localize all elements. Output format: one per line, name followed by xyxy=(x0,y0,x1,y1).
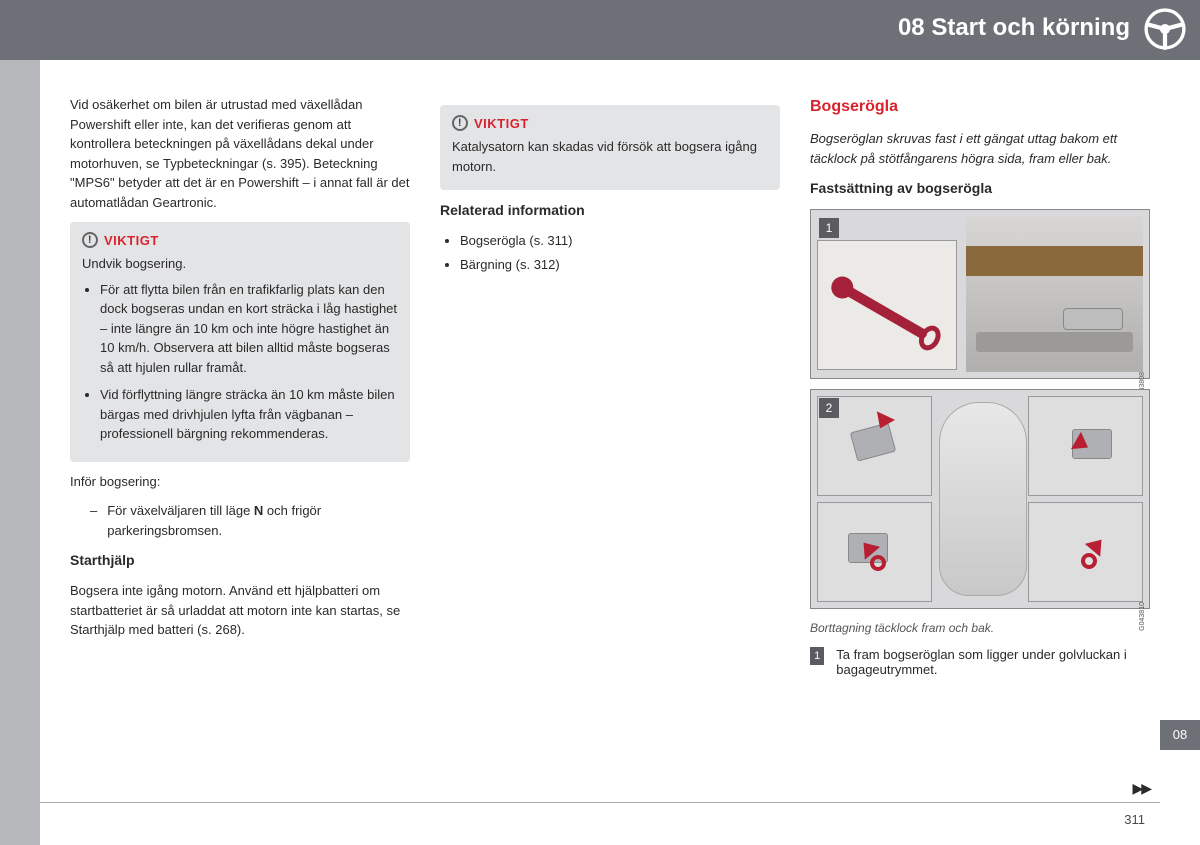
related-info-heading: Relaterad information xyxy=(440,200,780,221)
figure-2-code: G043810 xyxy=(1139,602,1146,631)
step-1-number: 1 xyxy=(810,647,824,665)
figure-1: 1 G043808 xyxy=(810,209,1150,379)
page-number: 311 xyxy=(1124,812,1145,827)
starthjalp-heading: Starthjälp xyxy=(70,550,410,571)
tow-eye-tip xyxy=(827,272,857,302)
important-box-1: ! VIKTIGT Undvik bogsering. För att flyt… xyxy=(70,222,410,462)
rear-bumper xyxy=(976,332,1133,352)
important-box-2: ! VIKTIGT Katalysatorn kan skadas vid fö… xyxy=(440,105,780,190)
tow-step-1: För växelväljaren till läge N och frigör… xyxy=(90,501,410,540)
step-1-text: Ta fram bogseröglan som ligger under gol… xyxy=(836,647,1150,677)
fig2-panel-tr xyxy=(1028,396,1143,496)
related-item-1: Bogserögla (s. 311) xyxy=(460,231,780,251)
figure-1-number: 1 xyxy=(819,218,839,238)
intro-paragraph: Vid osäkerhet om bilen är utrustad med v… xyxy=(70,95,410,212)
chapter-tab: 08 xyxy=(1160,720,1200,750)
warning-icon: ! xyxy=(452,115,468,131)
important-list: För att flytta bilen från en trafikfarli… xyxy=(100,280,398,444)
fig2-panel-bl xyxy=(817,502,932,602)
parcel-shelf xyxy=(966,246,1143,276)
important-item-1: För att flytta bilen från en trafikfarli… xyxy=(100,280,398,378)
fig2-panel-br xyxy=(1028,502,1143,602)
figure-1-inset xyxy=(817,240,957,370)
important-header-2: ! VIKTIGT xyxy=(452,115,768,131)
important-item-2: Vid förflyttning längre sträcka än 10 km… xyxy=(100,385,398,444)
tow-eye-ring xyxy=(915,322,945,355)
important-body-2: Katalysatorn kan skadas vid försök att b… xyxy=(452,137,768,176)
left-margin-bar xyxy=(0,0,40,845)
figure-1-trunk xyxy=(966,216,1143,372)
tow-eye-icon xyxy=(1081,553,1097,569)
related-item-2: Bärgning (s. 312) xyxy=(460,255,780,275)
chapter-header: 08 Start och körning xyxy=(0,0,1200,60)
figure-caption: Borttagning täcklock fram och bak. xyxy=(810,619,1150,637)
steering-wheel-icon xyxy=(1144,8,1186,53)
page: 08 Start och körning Vid osäkerhet om bi… xyxy=(0,0,1200,845)
important-lead: Undvik bogsering. xyxy=(82,254,398,274)
tow-eye-rod xyxy=(837,282,929,341)
content-columns: Vid osäkerhet om bilen är utrustad med v… xyxy=(70,95,1150,683)
warning-icon: ! xyxy=(82,232,98,248)
column-1: Vid osäkerhet om bilen är utrustad med v… xyxy=(70,95,410,683)
section-title: Bogserögla xyxy=(810,95,1150,119)
column-2: ! VIKTIGT Katalysatorn kan skadas vid fö… xyxy=(440,95,780,683)
fastening-heading: Fastsättning av bogserögla xyxy=(810,178,1150,199)
figure-2: 2 G043810 xyxy=(810,389,1150,609)
section-lead: Bogseröglan skruvas fast i ett gängat ut… xyxy=(810,129,1150,168)
related-info-list: Bogserögla (s. 311) Bärgning (s. 312) xyxy=(460,231,780,274)
column-3: Bogserögla Bogseröglan skruvas fast i et… xyxy=(810,95,1150,683)
tool-kit xyxy=(1063,308,1123,330)
step-1-row: 1 Ta fram bogseröglan som ligger under g… xyxy=(810,647,1150,677)
pre-tow-label: Inför bogsering: xyxy=(70,472,410,492)
car-top-view xyxy=(939,402,1027,596)
continue-arrow-icon: ▶▶ xyxy=(1132,780,1150,797)
important-header: ! VIKTIGT xyxy=(82,232,398,248)
chapter-title: 08 Start och körning xyxy=(898,14,1130,42)
footer-divider xyxy=(40,802,1160,803)
figure-2-number: 2 xyxy=(819,398,839,418)
important-label-2: VIKTIGT xyxy=(474,116,529,131)
tow-eye-icon xyxy=(870,555,886,571)
tow-steps: För växelväljaren till läge N och frigör… xyxy=(90,501,410,540)
starthjalp-body: Bogsera inte igång motorn. Använd ett hj… xyxy=(70,581,410,640)
important-label: VIKTIGT xyxy=(104,233,159,248)
